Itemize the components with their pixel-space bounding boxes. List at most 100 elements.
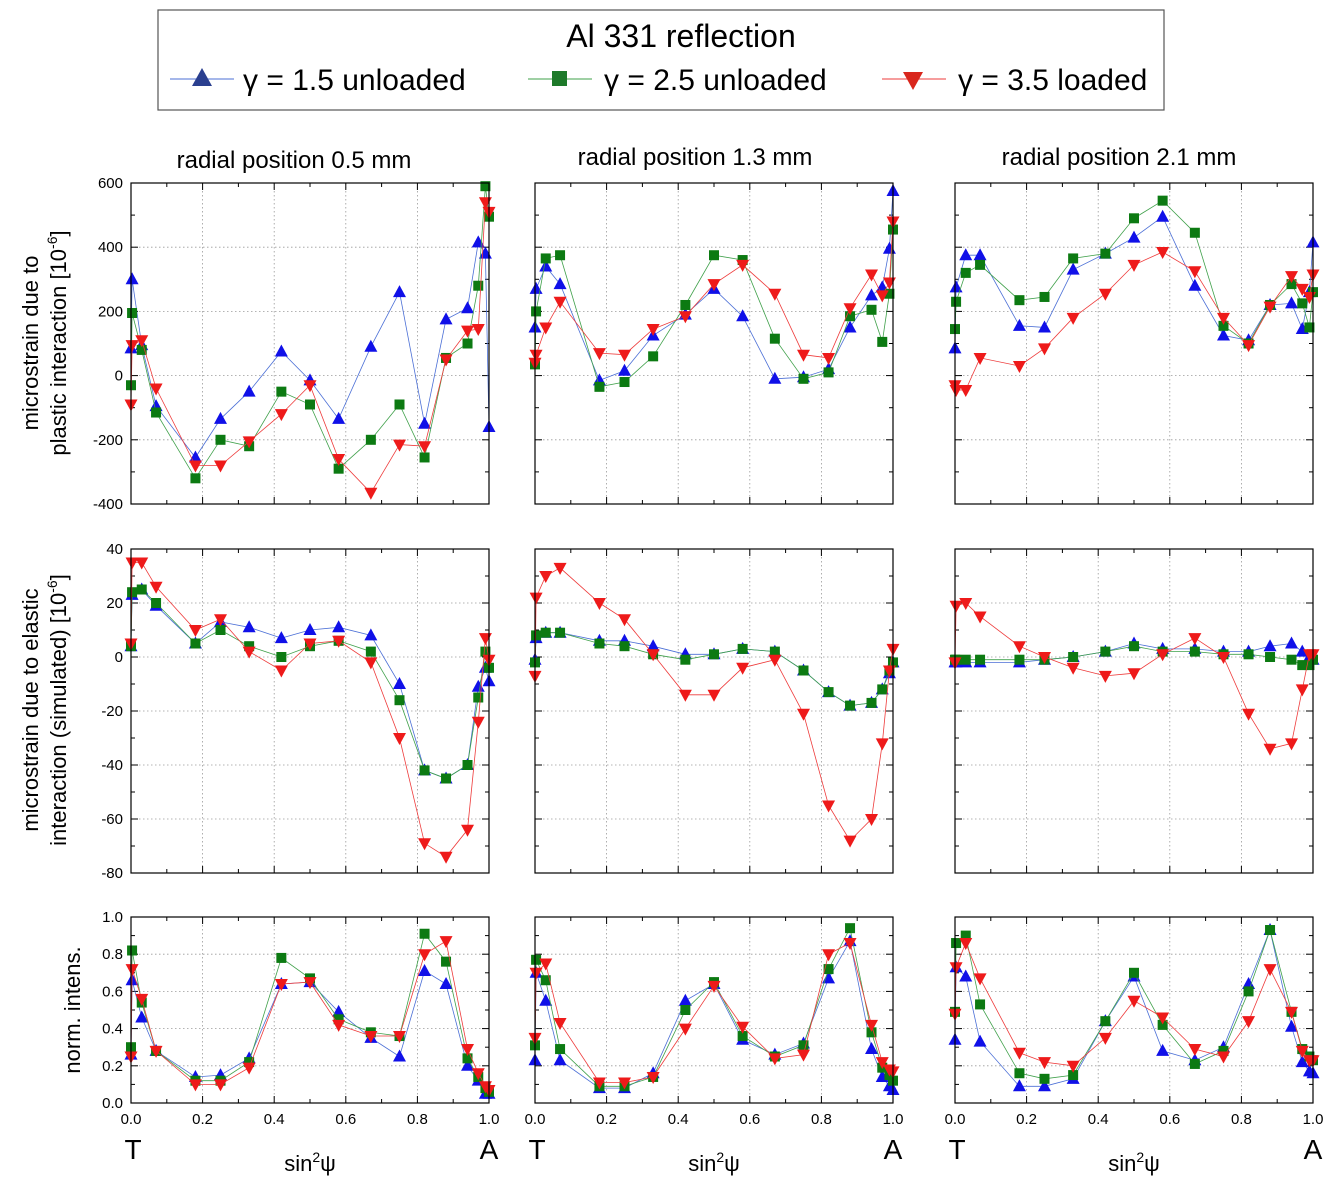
series-2 [530, 224, 898, 392]
data-point [553, 1053, 567, 1066]
y-tick-label: -80 [101, 865, 123, 882]
data-point [951, 296, 962, 307]
gridlines [955, 917, 1313, 1103]
data-point [276, 952, 287, 963]
data-point [1263, 964, 1277, 977]
data-point [555, 1044, 566, 1055]
data-point [462, 1053, 473, 1064]
plot-frame [954, 916, 1314, 1104]
data-point [471, 716, 485, 729]
data-point [680, 1005, 691, 1015]
data-point [1066, 312, 1080, 325]
series-line [534, 927, 894, 1087]
data-point [418, 416, 432, 429]
data-point [768, 371, 782, 384]
series-2 [950, 195, 1318, 349]
data-point [303, 977, 317, 990]
data-point [125, 964, 139, 977]
data-point [242, 384, 256, 397]
data-point [736, 1021, 750, 1034]
data-point [843, 938, 857, 951]
x-axis-label: sin2ψ [1108, 1149, 1160, 1176]
data-point [461, 1044, 475, 1057]
data-point [646, 324, 660, 337]
x-axis-label-base: sin [688, 1151, 716, 1176]
data-point [1127, 230, 1141, 243]
gridlines [955, 549, 1313, 873]
data-point [242, 436, 256, 449]
plot-frame [954, 182, 1314, 505]
data-point [1157, 1019, 1168, 1030]
data-point [190, 638, 201, 649]
data-point [594, 638, 605, 649]
series-3 [528, 562, 900, 848]
data-point [1014, 295, 1025, 306]
data-point [393, 1031, 406, 1044]
data-point [332, 1019, 346, 1032]
data-point [646, 639, 660, 652]
x-axis-label-sup: 2 [716, 1149, 724, 1165]
data-point [242, 646, 256, 659]
legend-entry-2: γ = 2.5 unloaded [528, 64, 827, 97]
data-point [865, 269, 879, 282]
legend-entry-1: γ = 1.5 unloaded [170, 64, 466, 97]
data-point [215, 625, 226, 635]
y-tick-label: 0 [115, 649, 123, 666]
data-point [214, 411, 227, 424]
data-point [418, 949, 432, 962]
data-point [1098, 1032, 1112, 1045]
data-point [364, 487, 378, 500]
data-point [797, 708, 810, 721]
data-point [959, 385, 973, 398]
data-point [332, 454, 346, 467]
data-point [473, 280, 484, 291]
data-point [418, 838, 432, 851]
data-point [865, 1042, 879, 1055]
x-end-label-t: T [948, 1134, 965, 1165]
x-tick-label: 1.0 [1303, 1111, 1324, 1128]
data-point [151, 598, 162, 608]
data-point [707, 980, 721, 993]
data-point [618, 349, 631, 362]
data-point [960, 267, 971, 278]
plot-frame [534, 182, 894, 505]
x-tick-label: 0.6 [335, 1111, 356, 1128]
data-point [214, 1079, 227, 1092]
data-point [1242, 976, 1256, 989]
legend-label-1: γ = 1.5 unloaded [243, 64, 466, 97]
data-point [418, 441, 432, 454]
data-point [822, 352, 836, 365]
svg-text:microstrain due to elastic: microstrain due to elastic [18, 588, 43, 831]
y-tick-label: -200 [93, 432, 123, 449]
x-tick-label: 0.2 [1016, 1111, 1037, 1128]
data-point [1098, 288, 1112, 301]
data-point [736, 259, 750, 272]
data-point [592, 598, 606, 610]
data-point [136, 344, 147, 355]
x-tick-label: 0.0 [121, 1111, 142, 1128]
svg-text:microstrain due to: microstrain due to [18, 256, 43, 431]
data-point [1156, 649, 1170, 662]
axis-ticks [130, 182, 490, 505]
series-3 [948, 938, 1320, 1073]
data-point [1285, 636, 1299, 649]
y-tick-label: 0.8 [102, 946, 123, 963]
data-point [188, 460, 202, 473]
data-point [274, 344, 288, 357]
data-point [1014, 654, 1025, 665]
y-tick-label: -20 [101, 703, 123, 720]
row-3-ylabel: norm. intens. [60, 946, 85, 1073]
data-point [1189, 1058, 1200, 1069]
data-point [1066, 1060, 1080, 1073]
series-line [130, 202, 490, 494]
data-point [151, 407, 162, 418]
data-point [1242, 708, 1256, 721]
data-point [531, 306, 542, 317]
data-point [125, 340, 139, 353]
data-point [866, 304, 877, 315]
data-point [1295, 1045, 1309, 1058]
gridlines [535, 549, 893, 873]
data-point [618, 614, 631, 627]
data-point [1295, 1055, 1309, 1068]
